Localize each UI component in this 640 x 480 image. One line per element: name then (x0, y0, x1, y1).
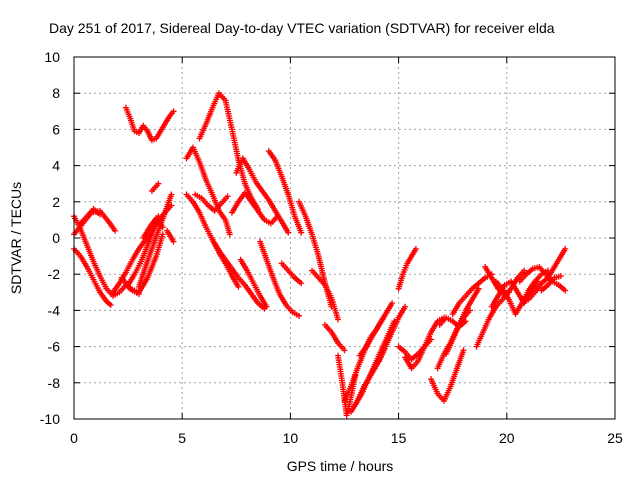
x-tick-label: 15 (391, 430, 407, 446)
y-axis-label: SDTVAR / TECUs (8, 182, 24, 294)
y-tick-label: 4 (52, 158, 60, 174)
data-series-track (356, 300, 396, 359)
data-series-track (140, 215, 166, 241)
data-point (96, 211, 103, 218)
y-tick-label: -8 (48, 375, 61, 391)
axis-ticks: 0 5 10 15 20 25 -10 -8 -6 -4 -2 0 2 4 6 8 10 (40, 49, 623, 446)
data-point (235, 283, 242, 290)
data-point (562, 245, 569, 252)
data-point (335, 316, 342, 323)
data-point (428, 336, 435, 343)
data-series-track (183, 144, 233, 238)
data-series-track (335, 352, 359, 419)
data-point (341, 347, 348, 354)
data-point (460, 347, 467, 354)
data-series-track (209, 236, 268, 312)
data-series-track (443, 285, 482, 357)
y-tick-label: 2 (52, 194, 60, 210)
data-point (112, 227, 119, 234)
data-series-track (233, 155, 292, 236)
y-tick-label: -4 (48, 302, 61, 318)
data-point (107, 301, 114, 308)
data-series-track (376, 303, 409, 365)
data-point (155, 180, 162, 187)
data-series-track (122, 104, 177, 144)
data-series-track (428, 347, 467, 404)
data-series-track (118, 231, 166, 296)
data-point (170, 108, 177, 115)
data-point (412, 245, 419, 252)
x-tick-label: 10 (283, 430, 299, 446)
x-tick-label: 0 (70, 430, 78, 446)
data-point (557, 273, 564, 280)
data-point (521, 267, 528, 274)
data-point (168, 191, 175, 198)
data-series-track (449, 271, 495, 318)
y-tick-label: -6 (48, 339, 61, 355)
x-axis-label: GPS time / hours (287, 458, 394, 474)
data-points (71, 90, 569, 419)
data-point (263, 303, 270, 310)
data-series-track (278, 260, 305, 287)
y-tick-label: 8 (52, 85, 60, 101)
data-point (159, 224, 166, 231)
data-point (389, 300, 396, 307)
y-tick-label: 6 (52, 121, 60, 137)
data-series-track (322, 321, 348, 354)
data-series-track (77, 206, 103, 227)
data-point (170, 238, 177, 245)
y-tick-label: -10 (40, 411, 60, 427)
x-tick-label: 25 (607, 430, 623, 446)
data-series-track (257, 238, 303, 319)
data-series-track (164, 227, 177, 245)
data-series-track (395, 245, 419, 292)
data-series-track (525, 245, 569, 303)
data-series-track (148, 180, 162, 194)
data-point (285, 229, 292, 236)
data-series-track (296, 198, 335, 310)
data-series-track (192, 191, 231, 214)
data-point (159, 231, 166, 238)
data-point (562, 287, 569, 294)
data-point (224, 193, 231, 200)
data-series-track (237, 256, 270, 310)
data-series-track (492, 267, 551, 318)
data-point (475, 285, 482, 292)
data-point (296, 312, 303, 319)
x-tick-label: 20 (499, 430, 515, 446)
data-series-track (228, 189, 281, 227)
chart-title: Day 251 of 2017, Sidereal Day-to-day VTE… (49, 20, 555, 36)
x-tick-label: 5 (178, 430, 186, 446)
data-point (168, 202, 175, 209)
data-point (402, 303, 409, 310)
data-series-track (265, 148, 305, 236)
data-series-track (196, 90, 261, 213)
data-series-track (538, 273, 564, 294)
data-point (298, 280, 305, 287)
data-point (226, 231, 233, 238)
data-point (298, 229, 305, 236)
data-series-track (309, 267, 342, 323)
data-series-track (135, 191, 175, 290)
y-tick-label: 0 (52, 230, 60, 246)
y-tick-label: 10 (44, 49, 60, 65)
y-tick-label: -2 (48, 266, 61, 282)
